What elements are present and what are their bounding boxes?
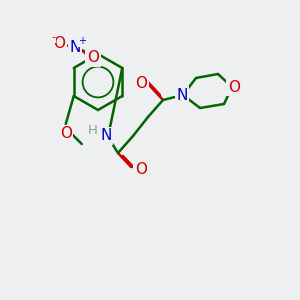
Text: O: O bbox=[135, 76, 147, 91]
Text: N: N bbox=[69, 40, 81, 56]
Text: N: N bbox=[176, 88, 188, 103]
Text: H: H bbox=[88, 124, 98, 137]
Text: O: O bbox=[135, 163, 147, 178]
Text: O: O bbox=[228, 80, 240, 94]
Text: O: O bbox=[60, 127, 72, 142]
Text: N: N bbox=[100, 128, 112, 143]
Text: +: + bbox=[78, 36, 86, 46]
Text: -: - bbox=[51, 32, 55, 42]
Text: O: O bbox=[53, 35, 65, 50]
Text: O: O bbox=[87, 50, 99, 65]
